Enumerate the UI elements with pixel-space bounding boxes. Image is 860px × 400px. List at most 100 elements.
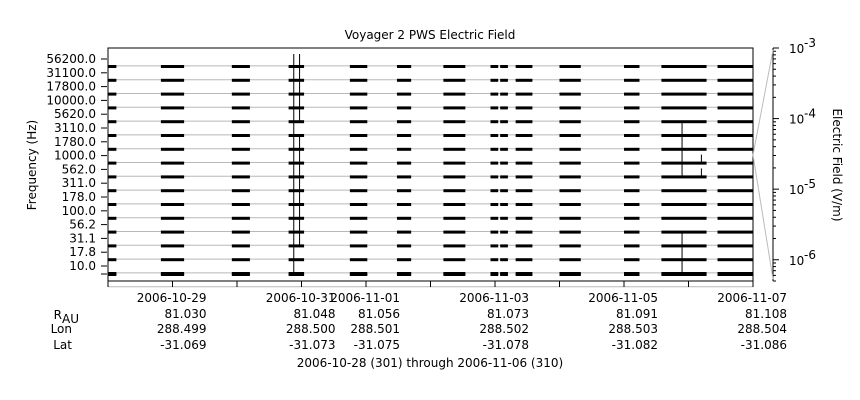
- ephemeris-r-value: 81.091: [616, 307, 658, 321]
- data-segment: [160, 78, 185, 82]
- ephemeris-r-value: 81.056: [358, 307, 400, 321]
- data-segment: [490, 230, 499, 234]
- emission-bursts: [293, 54, 702, 274]
- data-segment: [717, 134, 753, 137]
- data-segment: [231, 216, 250, 220]
- data-segment: [108, 120, 117, 124]
- data-segment: [108, 258, 117, 262]
- x-tick-date-label: 2006-11-07: [717, 291, 787, 305]
- data-segment: [108, 244, 117, 248]
- data-segment: [717, 203, 753, 206]
- data-segment: [515, 92, 533, 96]
- data-segment: [515, 216, 533, 220]
- data-segment: [717, 230, 753, 234]
- data-segment: [624, 134, 640, 137]
- ephemeris-lat-value: -31.069: [160, 338, 206, 352]
- ephemeris-lon-value: 288.501: [350, 322, 400, 336]
- data-segment: [108, 147, 117, 151]
- data-segment: [717, 189, 753, 193]
- x-tick-date-label: 2006-10-31: [266, 291, 336, 305]
- data-segment: [559, 216, 581, 220]
- data-segment: [500, 203, 508, 206]
- data-segment: [108, 203, 117, 206]
- data-segment: [288, 134, 305, 137]
- data-segment: [559, 106, 581, 110]
- data-segment: [624, 258, 640, 262]
- data-segment: [661, 161, 707, 165]
- frequency-tick-label: 3110.0: [54, 121, 96, 135]
- data-segment: [624, 273, 640, 276]
- data-segment: [490, 78, 499, 82]
- data-segment: [288, 273, 305, 276]
- frequency-tick-label: 311.0: [62, 176, 96, 190]
- frequency-tick-label: 56200.0: [46, 52, 96, 66]
- data-segment: [443, 258, 466, 262]
- data-segment: [661, 175, 707, 179]
- data-segment: [443, 273, 466, 276]
- data-segment: [490, 175, 499, 179]
- data-segment: [231, 189, 250, 193]
- data-segment: [396, 216, 412, 220]
- data-segment: [515, 161, 533, 165]
- frequency-tick-label: 1780.0: [54, 135, 96, 149]
- ephemeris-lon-value: 288.499: [157, 322, 207, 336]
- data-segment: [500, 106, 508, 110]
- data-segment: [490, 161, 499, 165]
- data-segment: [396, 258, 412, 262]
- data-segment: [231, 230, 250, 234]
- data-segment: [396, 161, 412, 165]
- data-segment: [500, 78, 508, 82]
- frequency-tick-label: 17.8: [69, 245, 96, 259]
- x-tick-date-label: 2006-11-03: [459, 291, 529, 305]
- data-segment: [108, 175, 117, 179]
- data-segment: [108, 65, 117, 68]
- ephemeris-lat-value: -31.078: [483, 338, 529, 352]
- data-segment: [515, 120, 533, 124]
- data-segment: [717, 106, 753, 110]
- data-segment: [160, 273, 185, 276]
- ephemeris-r-label: R: [54, 308, 62, 322]
- data-segment: [559, 134, 581, 137]
- data-segment: [160, 189, 185, 193]
- data-segment: [288, 92, 305, 96]
- data-segment: [661, 189, 707, 193]
- data-segment: [624, 120, 640, 124]
- data-segment: [490, 92, 499, 96]
- data-segment: [661, 65, 707, 68]
- data-segment: [443, 216, 466, 220]
- frequency-tick-label: 10000.0: [46, 93, 96, 107]
- data-segment: [160, 147, 185, 151]
- data-segment: [500, 175, 508, 179]
- colorbar-connector: [752, 49, 774, 156]
- data-segment: [717, 258, 753, 262]
- data-segment: [231, 120, 250, 124]
- data-segment: [515, 106, 533, 110]
- data-segment: [624, 230, 640, 234]
- data-segment: [515, 244, 533, 248]
- frequency-tick-label: 5620.0: [54, 107, 96, 121]
- data-segment: [490, 203, 499, 206]
- data-segment: [288, 147, 305, 151]
- data-segment: [515, 175, 533, 179]
- data-segment: [396, 134, 412, 137]
- ephemeris-lat-value: -31.086: [741, 338, 787, 352]
- x-tick-date-label: 2006-11-01: [330, 291, 400, 305]
- data-segment: [160, 92, 185, 96]
- data-segment: [288, 216, 305, 220]
- data-segment: [661, 134, 707, 137]
- data-segment: [231, 244, 250, 248]
- data-segment: [349, 230, 368, 234]
- colorbar-tick-exponent: -5: [804, 177, 816, 191]
- colorbar-tick-label: 10: [789, 254, 804, 268]
- data-segment: [108, 106, 117, 110]
- data-segment: [559, 161, 581, 165]
- data-segment: [443, 92, 466, 96]
- data-segment: [661, 244, 707, 248]
- data-segment: [717, 216, 753, 220]
- data-segment: [490, 216, 499, 220]
- x-axis-ticks: [107, 281, 754, 287]
- data-segment: [349, 134, 368, 137]
- data-segment: [288, 161, 305, 165]
- data-segment: [443, 230, 466, 234]
